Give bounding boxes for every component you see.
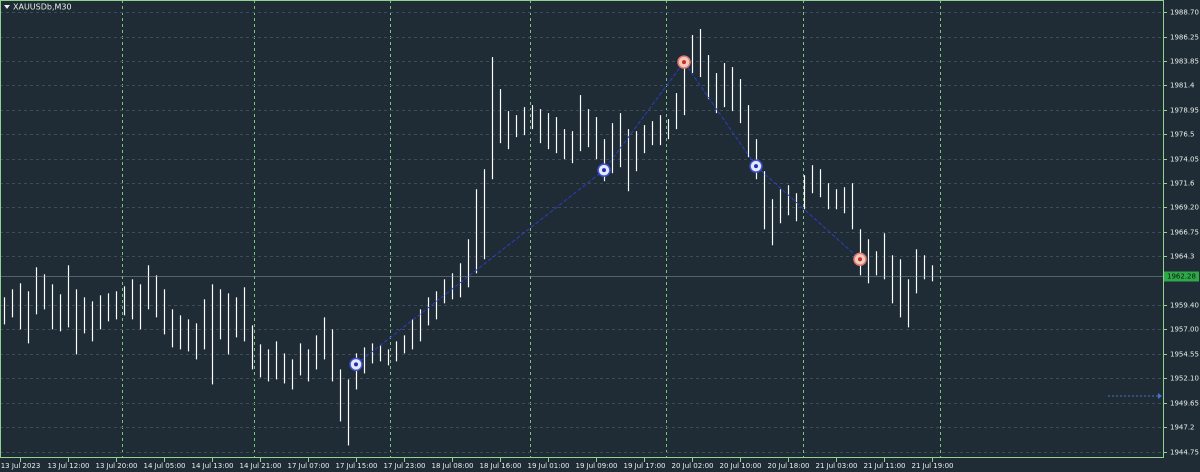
x-tick-label: 20 Jul 10:00 xyxy=(720,462,762,470)
x-tick-label: 20 Jul 18:00 xyxy=(768,462,810,470)
y-tick-label: 1974.05 xyxy=(1170,156,1199,164)
x-tick-label: 18 Jul 16:00 xyxy=(480,462,522,470)
x-tick-label: 14 Jul 21:00 xyxy=(240,462,282,470)
y-tick-label: 1988.70 xyxy=(1170,9,1199,17)
y-tick-label: 1981.4 xyxy=(1170,82,1195,90)
y-tick-label: 1947.2 xyxy=(1170,424,1195,432)
expert-arrow xyxy=(1158,393,1162,399)
x-tick-label: 20 Jul 02:00 xyxy=(672,462,714,470)
y-tick-label: 1983.85 xyxy=(1170,58,1199,66)
x-tick-label: 14 Jul 05:00 xyxy=(144,462,186,470)
x-tick-label: 18 Jul 08:00 xyxy=(432,462,474,470)
x-tick-label: 13 Jul 12:00 xyxy=(48,462,90,470)
zigzag-dot xyxy=(682,60,686,65)
x-tick-label: 19 Jul 09:00 xyxy=(576,462,618,470)
y-tick-label: 1976.5 xyxy=(1170,131,1195,139)
x-tick-label: 14 Jul 13:00 xyxy=(192,462,234,470)
zigzag-dot xyxy=(754,164,758,169)
overlay xyxy=(0,55,1163,372)
x-tick-label: 17 Jul 23:00 xyxy=(384,462,426,470)
x-tick-label: 19 Jul 17:00 xyxy=(624,462,666,470)
y-tick-label: 1954.55 xyxy=(1170,351,1199,359)
last-price-box xyxy=(1164,271,1199,282)
x-tick-label: 13 Jul 2023 xyxy=(1,462,41,470)
y-tick-label: 1959.40 xyxy=(1170,302,1199,310)
y-tick-label: 1966.75 xyxy=(1170,229,1199,237)
x-tick-label: 17 Jul 15:00 xyxy=(336,462,378,470)
x-tick-label: 21 Jul 11:00 xyxy=(864,462,906,470)
y-tick-label: 1964.3 xyxy=(1170,253,1195,261)
x-tick-label: 21 Jul 03:00 xyxy=(816,462,858,470)
y-tick-label: 1944.75 xyxy=(1170,449,1199,457)
y-tick-label: 1969.20 xyxy=(1170,204,1199,212)
zigzag-dot xyxy=(858,257,862,262)
x-tick-label: 19 Jul 01:00 xyxy=(528,462,570,470)
x-tick-label: 13 Jul 20:00 xyxy=(96,462,138,470)
y-tick-label: 1952.10 xyxy=(1170,375,1199,383)
menu-triangle[interactable] xyxy=(4,5,10,9)
chart-title: XAUUSDb,M30 xyxy=(13,3,72,12)
y-tick-label: 1949.65 xyxy=(1170,400,1199,408)
y-tick-label: 1978.95 xyxy=(1170,107,1199,115)
plot-border xyxy=(0,0,1164,458)
x-tick-label: 21 Jul 19:00 xyxy=(912,462,954,470)
grid xyxy=(0,0,1163,458)
y-tick-label: 1986.25 xyxy=(1170,34,1199,42)
x-tick-label: 17 Jul 07:00 xyxy=(288,462,330,470)
zigzag-dot xyxy=(602,168,606,173)
last-price-label: 1962.28 xyxy=(1167,273,1196,281)
zigzag-dot xyxy=(354,362,358,367)
y-tick-label: 1957.00 xyxy=(1170,326,1199,334)
y-tick-label: 1971.6 xyxy=(1170,180,1195,188)
